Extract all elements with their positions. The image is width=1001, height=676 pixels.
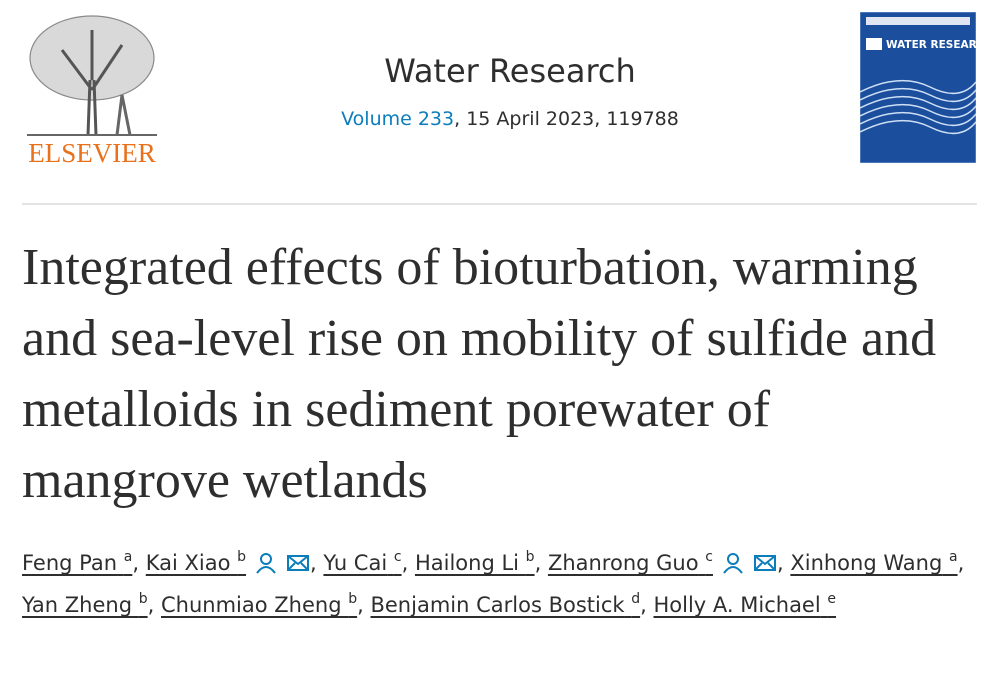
author-name-text: Chunmiao Zheng [161,593,342,617]
author-name-text: Hailong Li [414,551,519,575]
author-name[interactable]: Benjamin Carlos Bostick d [370,591,641,617]
author-entry: Yan Zheng b, [22,591,155,617]
journal-title[interactable]: Water Research [384,52,636,90]
affiliation-mark: c [393,549,402,565]
author-name[interactable]: Chunmiao Zheng b [161,591,358,617]
author-name-text: Xinhong Wang [790,551,943,575]
author-name-text: Zhanrong Guo [547,551,699,575]
author-name-text: Yu Cai [323,551,388,575]
journal-cover[interactable]: WATER RESEARCH [860,12,976,163]
author-entry: Chunmiao Zheng b, [161,591,364,617]
cover-title: WATER RESEARCH [886,39,976,51]
email-icon[interactable] [286,552,310,574]
affiliation-mark: a [948,549,958,565]
affiliation-mark: b [138,591,148,607]
author-name[interactable]: Zhanrong Guo c [547,549,713,575]
author-name[interactable]: Yu Cai c [323,549,402,575]
publisher-name: ELSEVIER [28,138,156,168]
separator: , [357,593,364,617]
author-entry: Feng Pan a, [22,549,140,575]
affiliation-mark: b [525,549,535,565]
author-name-text: Kai Xiao [145,551,231,575]
separator: , [147,593,155,617]
author-profile-icon[interactable] [721,552,745,574]
volume-link[interactable]: Volume 233 [341,108,455,130]
author-name-text: Holly A. Michael [653,593,821,617]
author-name[interactable]: Yan Zheng b [22,591,148,617]
author-entry: Xinhong Wang a, [790,549,965,575]
author-name-text: Yan Zheng [22,593,133,617]
separator: , [776,551,784,575]
affiliation-mark: d [631,591,641,607]
author-profile-icon[interactable] [254,552,278,574]
author-entry: Holly A. Michael e [653,591,837,617]
article-title: Integrated effects of bioturbation, warm… [22,239,937,509]
separator: , [640,593,647,617]
author-entry: Benjamin Carlos Bostick d, [370,591,647,617]
publisher-logo [27,15,157,136]
separator: , [132,551,140,575]
author-name[interactable]: Kai Xiao b [145,549,247,575]
author-name[interactable]: Holly A. Michael e [653,591,837,617]
affiliation-mark: c [705,549,713,565]
author-name-text: Benjamin Carlos Bostick [370,593,625,617]
author-entry: Zhanrong Guo c, [547,549,784,575]
email-icon[interactable] [753,552,777,574]
author-entry: Hailong Li b, [414,549,542,575]
separator: , [310,551,317,575]
affiliation-mark: b [237,549,247,565]
author-name[interactable]: Hailong Li b [414,549,535,575]
divider [22,203,977,205]
author-entry: Kai Xiao b, [145,549,317,575]
author-name[interactable]: Xinhong Wang a [790,549,958,575]
author-list: Feng Pan a, Kai Xiao b, Yu Cai c, Hailon… [22,542,982,626]
issue-info: , 15 April 2023, 119788 [454,108,679,130]
separator: , [534,551,542,575]
author-name[interactable]: Feng Pan a [22,549,133,575]
separator: , [957,551,965,575]
affiliation-mark: b [348,591,358,607]
separator: , [401,551,409,575]
author-entry: Yu Cai c, [323,549,409,575]
author-name-text: Feng Pan [22,551,118,575]
affiliation-mark: a [123,549,133,565]
volume-line: Volume 233, 15 April 2023, 119788 [260,108,760,130]
affiliation-mark: e [827,591,837,607]
